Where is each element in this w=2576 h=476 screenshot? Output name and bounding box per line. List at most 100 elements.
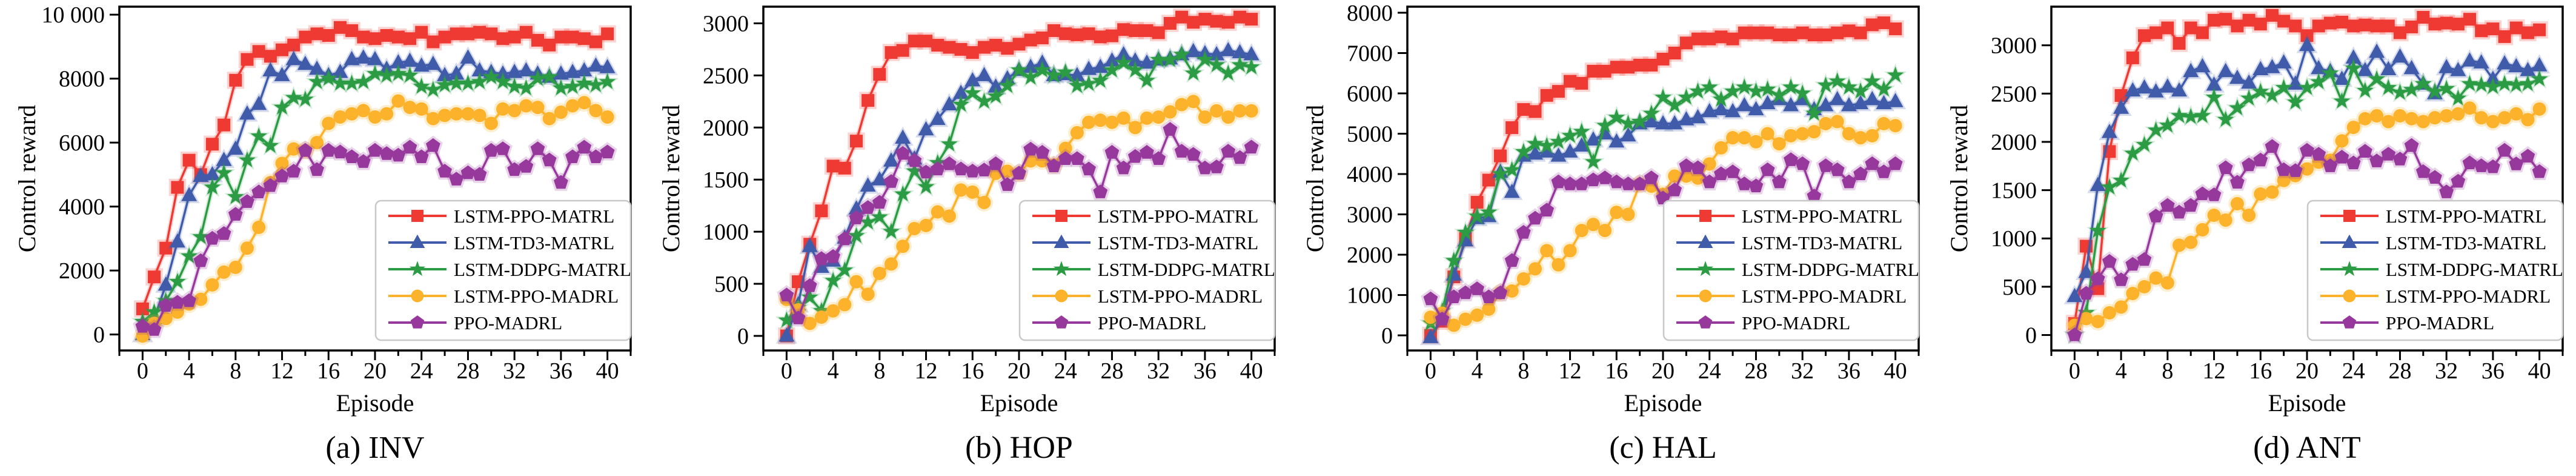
square-marker [2161, 21, 2174, 35]
pentagon-marker [1702, 174, 1717, 189]
star-marker [1666, 96, 1683, 113]
square-marker [577, 32, 591, 45]
legend-item-LSTM-PPO-MADRL: LSTM-PPO-MADRL [1676, 286, 1907, 307]
square-marker [1610, 61, 1623, 74]
star-marker [859, 213, 877, 230]
star-marker [517, 79, 535, 96]
legend-item-LSTM-DDPG-MATRL: LSTM-DDPG-MATRL [1032, 259, 1275, 280]
series-PPO-MADRL [133, 135, 617, 338]
star-marker [2310, 73, 2327, 89]
legend: LSTM-PPO-MATRL LSTM-TD3-MATRL LSTM-DDPG-MA… [2306, 199, 2564, 341]
circle-marker [2300, 162, 2314, 176]
pentagon-marker [333, 144, 348, 159]
legend-item-LSTM-DDPG-MATRL: LSTM-DDPG-MATRL [388, 259, 631, 280]
star-marker [1092, 72, 1109, 88]
pentagon-marker [1186, 147, 1201, 161]
square-marker [1564, 75, 1577, 88]
star-marker [308, 73, 325, 89]
x-tick-label: 24 [1054, 358, 1077, 384]
circle-marker [1888, 119, 1902, 133]
star-marker [1573, 122, 1590, 139]
legend-item-LSTM-PPO-MADRL: LSTM-PPO-MADRL [388, 286, 619, 307]
star-marker [1864, 72, 1881, 89]
triangle-marker [2194, 58, 2211, 73]
square-marker [1645, 58, 1658, 72]
square-marker [1668, 46, 1681, 59]
pentagon-marker [2311, 147, 2326, 161]
triangle-marker [1620, 127, 1636, 142]
star-marker [2403, 81, 2420, 97]
y-tick-label: 0 [737, 324, 749, 349]
star-marker [2357, 82, 2374, 98]
star-marker [1817, 76, 1834, 93]
circle-marker [600, 110, 614, 124]
star-marker [1480, 203, 1498, 220]
square-marker [1738, 26, 1751, 39]
square-marker [2463, 13, 2477, 26]
pentagon-marker [1493, 285, 1508, 300]
star-marker [1208, 56, 1225, 72]
star-marker [2368, 70, 2385, 87]
square-marker [1059, 27, 1072, 41]
circle-marker [2382, 115, 2395, 129]
circle-marker [414, 102, 428, 116]
circle-marker [977, 196, 991, 210]
square-marker [333, 21, 347, 34]
pentagon-marker [2474, 158, 2489, 172]
square-marker [148, 270, 161, 284]
series-LSTM-TD3-MATRL [2063, 33, 2551, 304]
triangle-marker [1527, 145, 1543, 160]
star-marker [1875, 80, 1893, 97]
legend-label: LSTM-PPO-MADRL [1742, 286, 1907, 307]
triangle-marker [929, 110, 946, 126]
square-marker [1575, 76, 1588, 90]
circle-marker [2079, 312, 2093, 326]
square-marker [601, 27, 614, 41]
series-LSTM-PPO-MADRL [2065, 99, 2549, 335]
pentagon-marker [1714, 166, 1728, 181]
series-LSTM-DDPG-MATRL [1419, 63, 1907, 333]
y-tick-label: 1000 [1347, 283, 1393, 309]
pentagon-marker [1539, 203, 1555, 216]
square-marker [357, 30, 370, 44]
square-marker [2219, 13, 2232, 26]
star-marker [2171, 107, 2188, 123]
square-marker [2370, 19, 2383, 33]
pentagon-marker [1504, 253, 1519, 267]
triangle-marker [1736, 97, 1753, 112]
star-marker [506, 78, 523, 94]
x-tick-label: 12 [915, 358, 938, 384]
pentagon-marker [930, 161, 945, 176]
square-marker [1656, 52, 1670, 65]
pentagon-marker [895, 146, 911, 160]
series-PPO-MADRL [777, 119, 1261, 327]
triangle-marker [2403, 59, 2420, 75]
circle-marker [2265, 185, 2279, 199]
star-marker [883, 223, 900, 239]
square-marker [252, 45, 265, 58]
star-marker [1053, 261, 1070, 277]
chart-panel-inv: 0 4 8 12 16 20 24 28 32 36 40 0 2000 4000 6000 8000 10 0… [0, 0, 644, 476]
star-marker [1631, 113, 1648, 129]
legend-item-PPO-MADRL: PPO-MADRL [1032, 312, 1206, 334]
x-tick-label: 16 [2249, 358, 2272, 384]
pentagon-marker [1012, 166, 1026, 179]
y-tick-label: 8000 [1347, 1, 1393, 26]
pentagon-marker [1679, 158, 1694, 172]
pentagon-marker [1830, 162, 1845, 176]
y-axis-label: Control reward [1945, 105, 1973, 252]
star-marker [1655, 89, 1671, 105]
pentagon-marker [2079, 286, 2094, 300]
triangle-marker [883, 152, 899, 167]
pentagon-marker [1698, 315, 1713, 329]
y-tick-label: 6000 [1347, 81, 1393, 107]
star-marker [2101, 178, 2118, 195]
pentagon-marker [1516, 225, 1531, 239]
y-tick-label: 6000 [59, 130, 105, 156]
square-marker [2498, 30, 2511, 43]
triangle-marker [2148, 83, 2164, 98]
square-marker [310, 27, 324, 41]
triangle-marker [2299, 36, 2315, 52]
circle-marker [849, 275, 863, 289]
x-tick-label: 4 [184, 358, 195, 384]
